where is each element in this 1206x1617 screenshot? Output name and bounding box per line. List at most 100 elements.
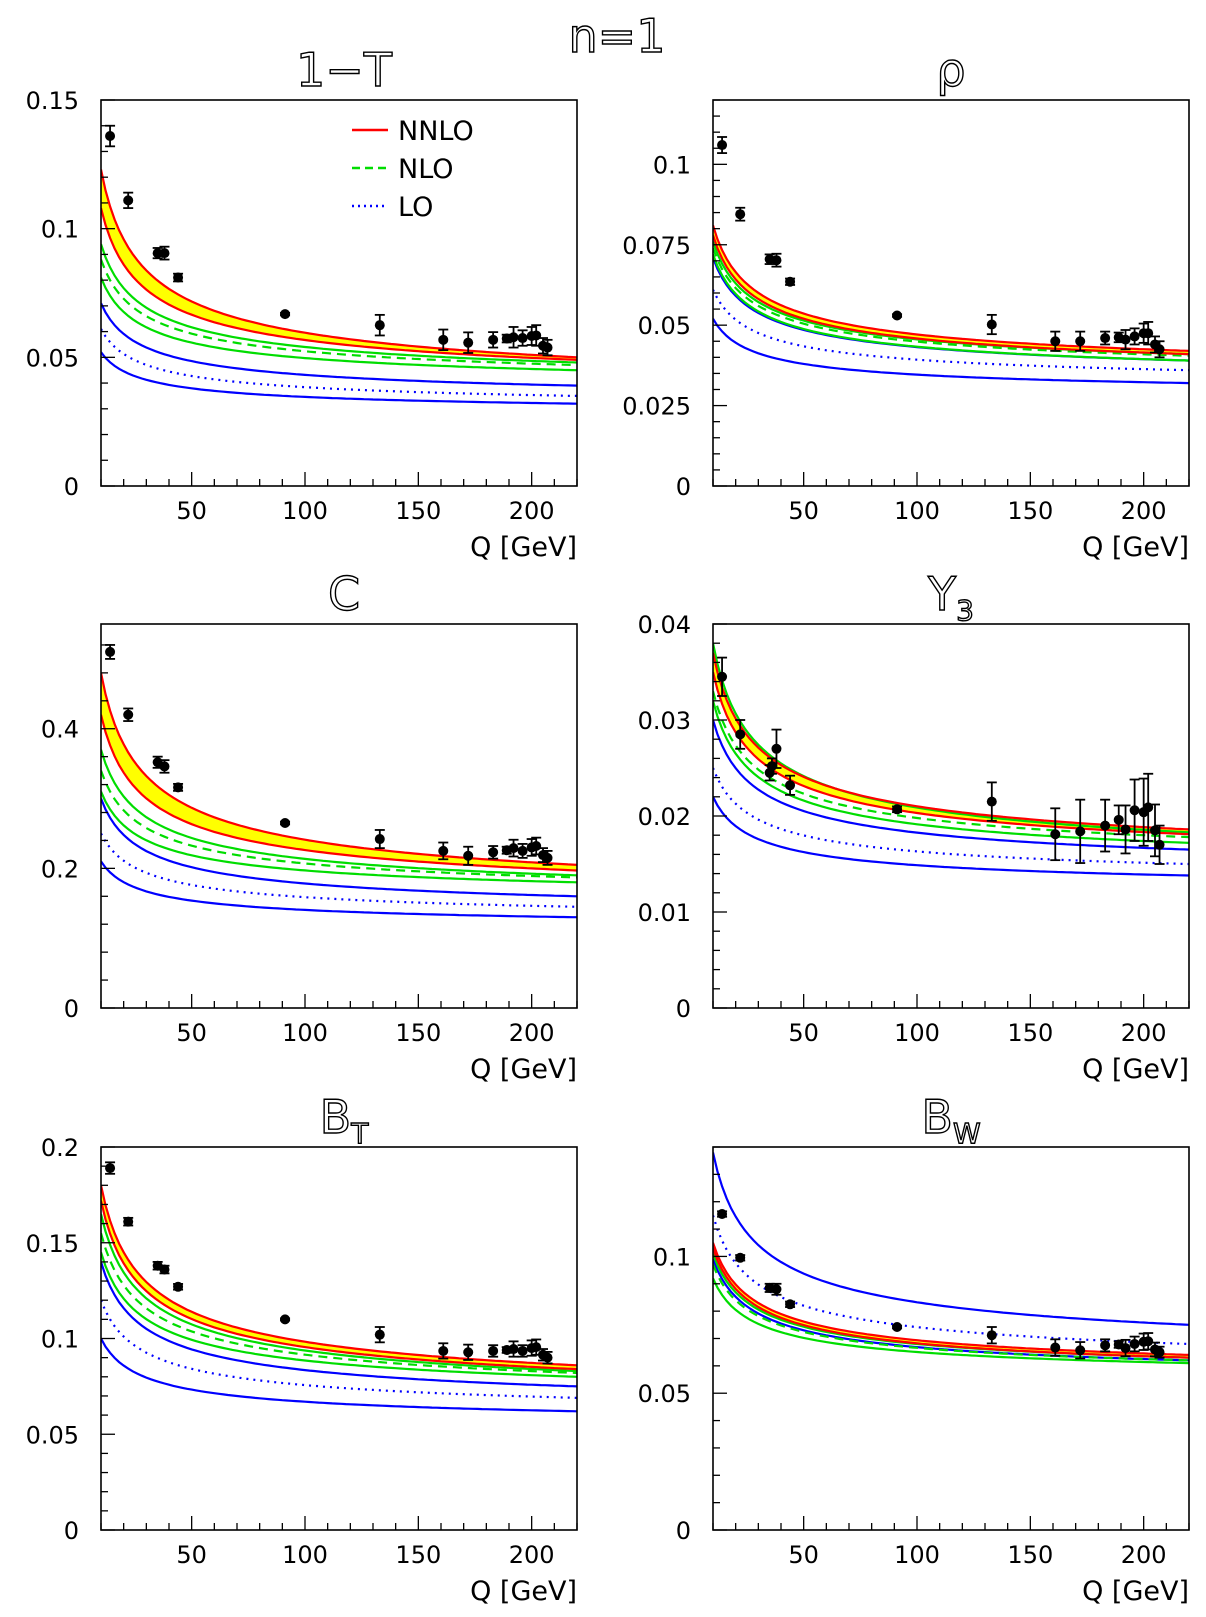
x-tick-label: 100 [282, 497, 328, 525]
data-marker [771, 255, 782, 266]
data-marker [105, 646, 116, 657]
data-point [1129, 327, 1140, 346]
x-axis-label: Q [GeV] [470, 1576, 577, 1607]
data-point [463, 1343, 474, 1361]
x-tick-label: 50 [176, 1019, 207, 1047]
data-marker [508, 332, 519, 343]
y-tick-label: 0 [64, 473, 79, 501]
panel-title: Y3 [927, 567, 974, 627]
lo-upper-line [101, 1261, 577, 1388]
lo-upper-line [713, 719, 1189, 851]
lo-upper-line [101, 798, 577, 898]
data-marker [1100, 333, 1111, 344]
y-tick-label: 0 [64, 995, 79, 1023]
data-marker [1143, 1336, 1154, 1347]
data-marker [531, 1342, 542, 1353]
nlo-central-line [101, 770, 577, 879]
data-point [1120, 1338, 1131, 1358]
data-marker [488, 1345, 499, 1356]
lo-lower-line [713, 318, 1189, 385]
panel-BW: 50 100 150 200 0 0.05 0.1 Q [GeV] BW [638, 1089, 1190, 1607]
data-point [280, 309, 291, 320]
data-marker [508, 1344, 519, 1355]
data-point [1050, 1338, 1061, 1357]
data-point [173, 272, 184, 283]
data-marker [508, 843, 519, 854]
x-tick-label: 100 [282, 1541, 328, 1569]
data-marker [1129, 805, 1140, 816]
x-tick-label: 50 [788, 497, 819, 525]
lo-lower-line [101, 351, 577, 405]
nnlo-lower-line [101, 714, 577, 872]
data-point [1100, 330, 1111, 346]
lo-lower-line [101, 860, 577, 919]
panel-title: ρ [936, 43, 965, 97]
panel-BT: 50 100 150 200 0 0.05 0.1 0.15 0.2 Q [GeV] BT [26, 1089, 578, 1607]
data-marker [542, 342, 553, 353]
data-point [517, 329, 528, 347]
data-marker [173, 272, 184, 283]
data-marker [463, 1347, 474, 1358]
data-marker [463, 337, 474, 348]
data-marker [517, 333, 528, 344]
data-marker [1075, 336, 1086, 347]
data-point [1075, 330, 1086, 352]
lo-upper-line [713, 1152, 1189, 1326]
x-tick-label: 200 [509, 1541, 555, 1569]
data-marker [123, 709, 134, 720]
data-point [105, 644, 116, 660]
data-marker [1120, 334, 1131, 345]
data-marker [438, 334, 449, 345]
data-point [123, 1216, 134, 1227]
legend-label: LO [398, 192, 433, 223]
nlo-lower-line [101, 1251, 577, 1378]
data-point [892, 1322, 903, 1333]
data-marker [488, 847, 499, 858]
data-point [173, 782, 184, 793]
data-point [542, 850, 553, 866]
x-tick-label: 100 [282, 1019, 328, 1047]
data-point [766, 757, 777, 775]
data-point [463, 845, 474, 866]
lo-lower-line [101, 1337, 577, 1413]
data-point [123, 191, 134, 209]
lo-lower-line [713, 796, 1189, 877]
data-marker [735, 729, 746, 740]
plot-frame [100, 623, 578, 1009]
data-marker [785, 780, 796, 791]
data-marker [123, 1216, 134, 1227]
data-marker [1113, 814, 1124, 825]
data-point [173, 1281, 184, 1292]
x-tick-label: 150 [395, 497, 441, 525]
data-marker [173, 782, 184, 793]
nnlo-upper-line [101, 169, 577, 359]
nnlo-band [713, 652, 1189, 835]
nlo-upper-line [101, 749, 577, 877]
data-marker [463, 850, 474, 861]
data-point [374, 1326, 385, 1344]
x-tick-label: 200 [509, 1019, 555, 1047]
data-marker [374, 834, 385, 845]
y-tick-label: 0 [676, 473, 691, 501]
plot-area [713, 642, 1189, 877]
plot-area [713, 1152, 1189, 1365]
data-marker [531, 330, 542, 341]
nnlo-band [101, 672, 577, 871]
y-tick-label: 0 [676, 1517, 691, 1545]
data-point [488, 845, 499, 860]
nlo-lower-line [713, 1277, 1189, 1365]
y-tick-label: 0.2 [41, 1134, 79, 1162]
data-marker [1129, 331, 1140, 342]
data-point [280, 817, 291, 828]
data-marker [1075, 1345, 1086, 1356]
panel-rho: 50 100 150 200 0 0.025 0.05 0.075 0.1 Q [GeV] ρ [622, 42, 1190, 563]
nnlo-lower-line [101, 1200, 577, 1371]
legend: NNLO NLO LO [352, 116, 474, 223]
y-tick-label: 0.03 [638, 707, 691, 735]
nlo-central-line [713, 247, 1189, 357]
plot-area [101, 1185, 577, 1413]
x-tick-label: 100 [894, 1019, 940, 1047]
data-marker [105, 131, 116, 142]
y-tick-label: 0.1 [41, 216, 79, 244]
data-marker [159, 248, 170, 259]
